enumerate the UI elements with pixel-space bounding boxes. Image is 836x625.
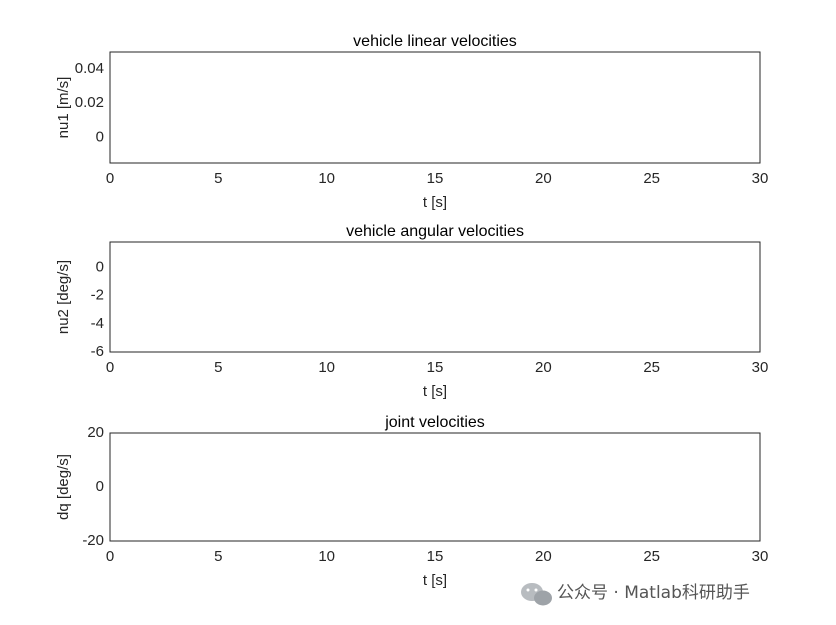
subplot: 0 5 10 15 20 25 30 0 0.02 0.04 vehicle linear velo… bbox=[55, 33, 768, 211]
x-tick-label: 30 bbox=[752, 359, 769, 376]
x-tick-label: 0 bbox=[106, 170, 114, 187]
x-tick-label: 25 bbox=[643, 170, 660, 187]
y-axis-label: nu2 [deg/s] bbox=[55, 260, 72, 334]
subplot: 0 5 10 15 20 25 30 -6 -4 -2 0 vehicle angular veloc… bbox=[55, 223, 768, 400]
y-tick-label: -2 bbox=[91, 287, 104, 304]
y-tick-label: -4 bbox=[91, 315, 104, 332]
y-axis-label: nu1 [m/s] bbox=[55, 77, 72, 139]
x-tick-label: 5 bbox=[214, 548, 222, 565]
y-tick-label: 0 bbox=[96, 128, 104, 145]
chart-title: vehicle linear velocities bbox=[353, 33, 517, 50]
chart-title: vehicle angular velocities bbox=[346, 223, 524, 240]
x-tick-label: 20 bbox=[535, 170, 552, 187]
x-tick-label: 20 bbox=[535, 359, 552, 376]
axes-frame bbox=[109, 241, 761, 353]
x-tick-label: 20 bbox=[535, 548, 552, 565]
y-tick-label: 0.04 bbox=[75, 60, 104, 77]
x-tick-label: 30 bbox=[752, 170, 769, 187]
x-tick-label: 15 bbox=[427, 170, 444, 187]
x-tick-label: 10 bbox=[318, 359, 335, 376]
x-tick-label: 10 bbox=[318, 548, 335, 565]
y-tick-label: -20 bbox=[82, 532, 104, 549]
y-tick-label: 20 bbox=[87, 424, 104, 441]
watermark: 公众号 · Matlab科研助手 bbox=[557, 583, 750, 603]
y-tick-label: -6 bbox=[91, 343, 104, 360]
x-tick-label: 5 bbox=[214, 359, 222, 376]
x-tick-label: 30 bbox=[752, 548, 769, 565]
chart-title: joint velocities bbox=[384, 414, 485, 431]
x-tick-label: 25 bbox=[643, 548, 660, 565]
x-tick-label: 0 bbox=[106, 548, 114, 565]
y-tick-label: 0 bbox=[96, 258, 104, 275]
y-axis-label: dq [deg/s] bbox=[55, 454, 72, 520]
x-tick-label: 25 bbox=[643, 359, 660, 376]
x-axis-label: t [s] bbox=[423, 383, 447, 400]
axes-frame bbox=[109, 51, 761, 164]
watermark-icon bbox=[521, 583, 552, 606]
y-tick-label: 0.02 bbox=[75, 94, 104, 111]
x-axis-label: t [s] bbox=[423, 572, 447, 589]
y-tick-label: 0 bbox=[96, 478, 104, 495]
axes-frame bbox=[109, 432, 761, 542]
x-tick-label: 0 bbox=[106, 359, 114, 376]
x-tick-label: 5 bbox=[214, 170, 222, 187]
x-tick-label: 15 bbox=[427, 548, 444, 565]
x-axis-label: t [s] bbox=[423, 194, 447, 211]
x-tick-label: 15 bbox=[427, 359, 444, 376]
x-tick-label: 10 bbox=[318, 170, 335, 187]
